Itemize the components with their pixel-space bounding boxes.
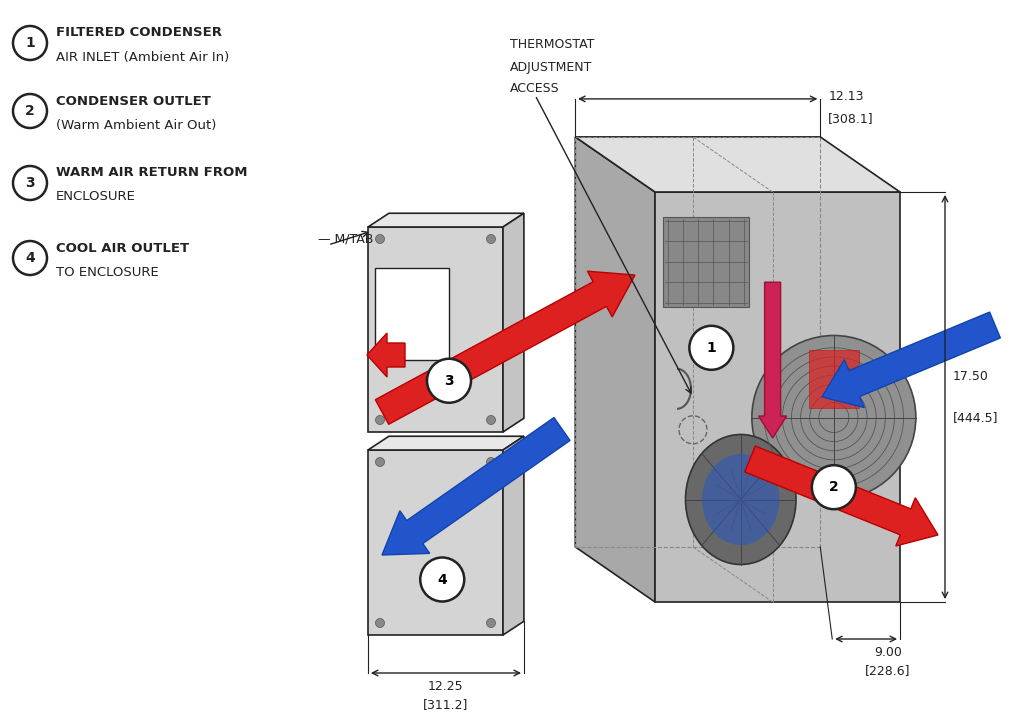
Text: CONDENSER OUTLET: CONDENSER OUTLET (56, 95, 211, 108)
Text: 4: 4 (437, 572, 447, 587)
Polygon shape (368, 450, 503, 635)
Ellipse shape (702, 454, 779, 545)
Text: WARM AIR RETURN FROM: WARM AIR RETURN FROM (56, 166, 248, 179)
Polygon shape (663, 217, 749, 307)
Circle shape (689, 326, 733, 370)
Text: 3: 3 (444, 374, 454, 388)
Text: [308.1]: [308.1] (828, 113, 873, 125)
Text: ADJUSTMENT: ADJUSTMENT (510, 60, 592, 74)
Text: — M/TAB: — M/TAB (318, 232, 374, 245)
Text: AIR INLET (Ambient Air In): AIR INLET (Ambient Air In) (56, 50, 229, 64)
FancyArrow shape (822, 312, 1000, 407)
Text: COOL AIR OUTLET: COOL AIR OUTLET (56, 242, 189, 255)
Text: ACCESS: ACCESS (510, 82, 560, 95)
Circle shape (376, 457, 384, 467)
Text: 9.00: 9.00 (874, 646, 902, 659)
Text: 2: 2 (26, 104, 35, 118)
Circle shape (420, 558, 464, 602)
Text: 12.25: 12.25 (428, 680, 464, 693)
Circle shape (812, 465, 856, 509)
Text: 2: 2 (829, 480, 839, 494)
Circle shape (13, 166, 47, 200)
Text: [444.5]: [444.5] (953, 411, 998, 424)
FancyArrow shape (382, 417, 570, 555)
Text: 4: 4 (26, 251, 35, 265)
Circle shape (486, 415, 496, 424)
Bar (809, 350, 859, 407)
Polygon shape (575, 137, 655, 602)
Polygon shape (375, 268, 449, 360)
FancyArrow shape (759, 282, 786, 438)
Polygon shape (655, 192, 900, 602)
Text: 12.13: 12.13 (828, 90, 864, 103)
Text: 1: 1 (26, 36, 35, 50)
Polygon shape (368, 436, 524, 450)
Circle shape (752, 336, 915, 500)
Polygon shape (368, 213, 524, 227)
Polygon shape (503, 213, 524, 432)
Text: THERMOSTAT: THERMOSTAT (510, 39, 594, 52)
Circle shape (13, 241, 47, 275)
Text: 3: 3 (26, 176, 35, 190)
Ellipse shape (685, 435, 796, 564)
FancyArrow shape (367, 333, 406, 377)
Text: (Warm Ambient Air Out): (Warm Ambient Air Out) (56, 118, 216, 131)
Circle shape (13, 26, 47, 60)
FancyArrow shape (376, 271, 635, 424)
Circle shape (486, 619, 496, 627)
Circle shape (376, 415, 384, 424)
Text: [228.6]: [228.6] (865, 664, 911, 677)
Circle shape (13, 94, 47, 128)
Circle shape (427, 358, 471, 403)
FancyArrow shape (744, 446, 938, 546)
Text: TO ENCLOSURE: TO ENCLOSURE (56, 265, 159, 278)
Circle shape (376, 234, 384, 244)
Polygon shape (368, 227, 503, 432)
Polygon shape (503, 436, 524, 635)
Text: ENCLOSURE: ENCLOSURE (56, 191, 136, 204)
Text: [311.2]: [311.2] (423, 698, 469, 711)
Circle shape (486, 234, 496, 244)
Text: 1: 1 (707, 341, 716, 355)
Circle shape (486, 457, 496, 467)
Polygon shape (575, 137, 900, 192)
Text: 17.50: 17.50 (953, 370, 989, 383)
Text: FILTERED CONDENSER: FILTERED CONDENSER (56, 27, 222, 39)
Circle shape (376, 619, 384, 627)
